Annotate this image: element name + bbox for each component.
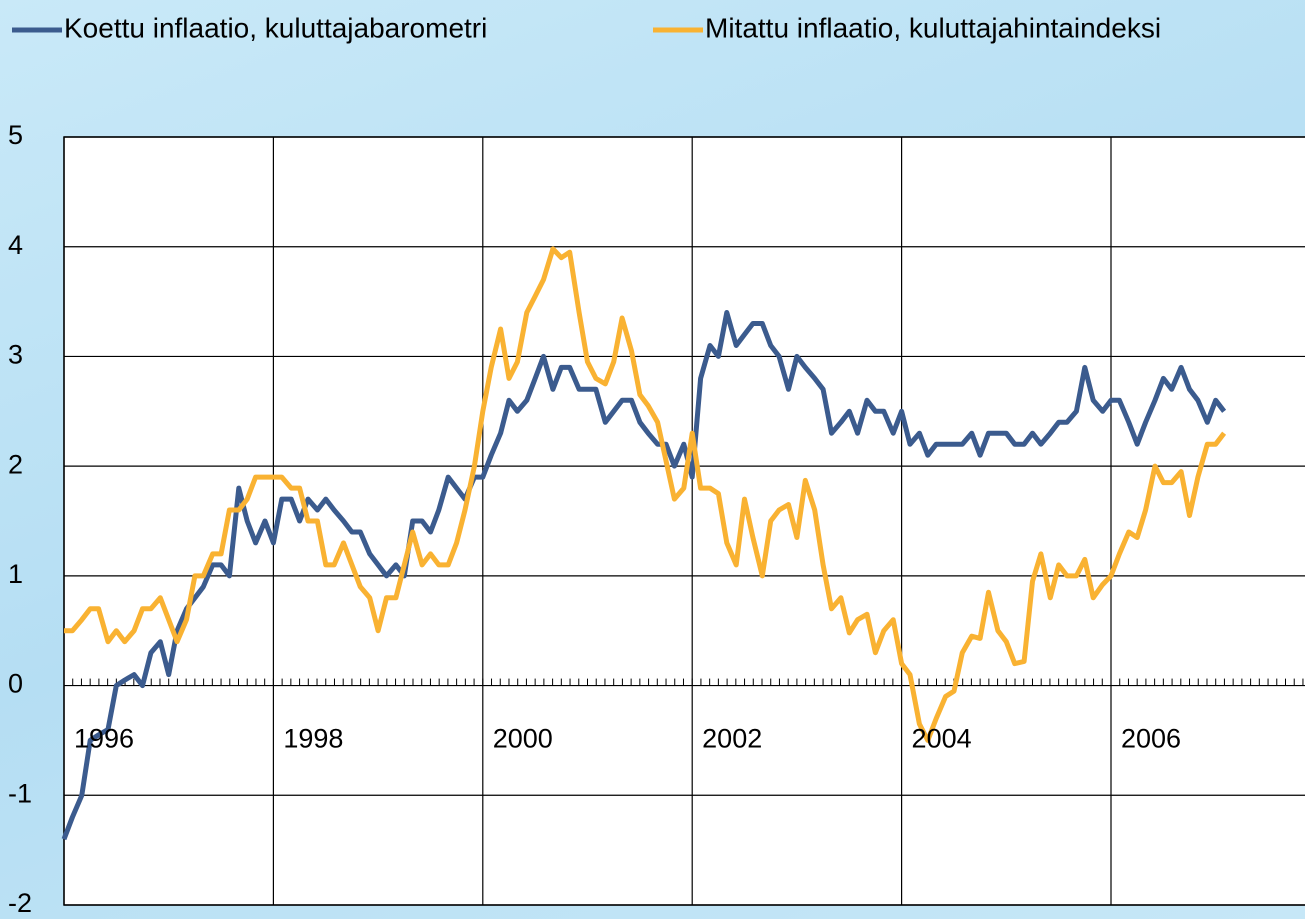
y-tick-label: 0 [8,669,23,699]
y-tick-label: -2 [8,888,32,918]
legend-label: Koettu inflaatio, kuluttajabarometri [64,12,487,43]
y-tick-label: 5 [8,120,23,150]
labels: -2 -1 0 1 2 3 4 5 1996 1998 2000 2002 2004 2006 [8,120,1181,918]
y-tick-label: -1 [8,778,32,808]
x-tick-label: 2000 [493,724,553,754]
legend-label: Mitattu inflaatio, kuluttajahintaindeksi [705,12,1161,43]
y-tick-label: 4 [8,230,23,260]
y-tick-label: 3 [8,340,23,370]
x-tick-label: 1998 [283,724,343,754]
y-tick-label: 1 [8,559,23,589]
series-line [64,246,1227,743]
lines [61,246,1227,841]
plot-area [63,136,1305,906]
series-line [61,310,1227,841]
legend: Koettu inflaatio, kuluttajabarometri Mita… [12,12,1161,43]
grid [63,136,1305,906]
y-tick-label: 2 [8,449,23,479]
x-tick-label: 2004 [912,724,972,754]
x-tick-label: 2002 [702,724,762,754]
x-tick-label: 1996 [74,724,134,754]
x-tick-label: 2006 [1121,724,1181,754]
